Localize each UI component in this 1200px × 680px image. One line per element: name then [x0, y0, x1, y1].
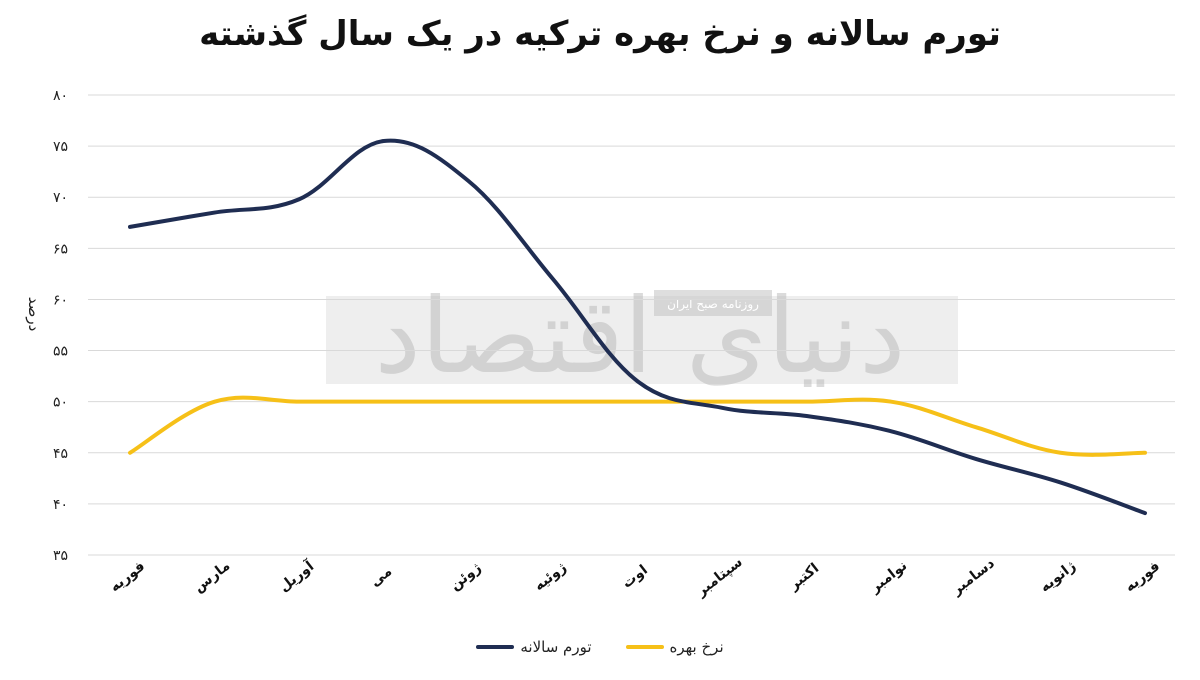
- y-tick-labels: ۳۵ ۴۰ ۴۵ ۵۰ ۵۵ ۶۰ ۶۵ ۷۰ ۷۵ ۸۰: [53, 88, 68, 564]
- watermark-sub: روزنامه صبح ایران: [667, 297, 759, 312]
- x-tick-label: اوت: [619, 562, 651, 592]
- watermark-band: [326, 296, 958, 384]
- x-tick-label: فوریه: [1122, 558, 1163, 595]
- x-tick-label: ژانویه: [1037, 558, 1079, 596]
- legend-item-inflation: تورم سالانه: [476, 638, 592, 656]
- watermark: دنیای اقتصاد روزنامه صبح ایران: [326, 275, 958, 397]
- x-tick-label: اکتبر: [785, 560, 822, 594]
- chart-title: تورم سالانه و نرخ بهره ترکیه در یک سال گ…: [199, 14, 1001, 54]
- x-tick-label: ژوئن: [447, 560, 484, 594]
- gridlines: [88, 94, 1175, 556]
- watermark-sub-box: [654, 290, 772, 316]
- y-tick-label: ۳۵: [53, 548, 68, 564]
- y-tick-label: ۷۵: [53, 139, 68, 155]
- series-lines: [128, 138, 1147, 516]
- series-line-interest-rate: [128, 395, 1147, 457]
- legend-swatch-inflation: [476, 645, 515, 649]
- x-tick-labels: فوریه مارس آوریل می ژوئن ژوئیه اوت سپتامبر اکتبر…: [107, 554, 1163, 600]
- legend-item-interest-rate: نرخ بهره: [625, 638, 724, 656]
- y-axis-label: درصد: [25, 296, 43, 332]
- legend-label-interest-rate: نرخ بهره: [669, 638, 724, 656]
- y-tick-label: ۶۰: [53, 292, 68, 308]
- x-tick-label: سپتامبر: [693, 554, 746, 600]
- legend: تورم سالانه نرخ بهره: [0, 638, 1200, 656]
- x-tick-label: دسامبر: [948, 555, 997, 599]
- x-tick-label: آوریل: [275, 556, 318, 595]
- y-tick-label: ۵۵: [53, 344, 68, 360]
- y-tick-label: ۸۰: [53, 88, 68, 104]
- x-tick-label: ژوئیه: [531, 559, 569, 594]
- legend-label-inflation: تورم سالانه: [520, 638, 592, 656]
- legend-swatch-interest-rate: [625, 645, 664, 649]
- y-tick-label: ۵۰: [53, 395, 68, 411]
- y-tick-label: ۴۵: [53, 446, 68, 462]
- series-line-inflation: [128, 138, 1147, 516]
- watermark-main: دنیای اقتصاد: [375, 275, 906, 397]
- y-tick-label: ۴۰: [53, 497, 68, 513]
- x-tick-label: نوامبر: [867, 558, 911, 597]
- x-tick-label: فوریه: [107, 558, 148, 595]
- y-tick-label: ۶۵: [53, 241, 68, 257]
- x-tick-label: مارس: [191, 558, 233, 596]
- y-tick-label: ۷۰: [53, 190, 68, 206]
- x-tick-label: می: [367, 564, 395, 591]
